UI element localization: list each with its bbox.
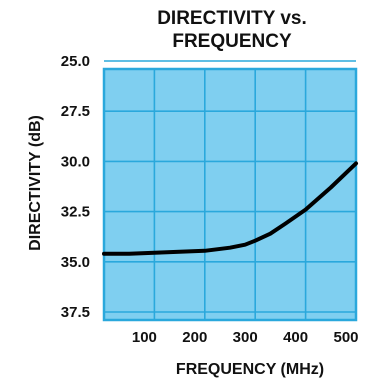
plot-frame [102, 67, 358, 322]
chart-title-line-1: DIRECTIVITY vs. [157, 8, 307, 29]
x-tick-label-1: 200 [182, 329, 207, 346]
y-tick-label-0: 25.0 [61, 53, 90, 70]
plot-area [102, 60, 358, 322]
x-tick-labels: 100 200 300 400 500 [132, 329, 359, 346]
x-tick-label-2: 300 [233, 329, 258, 346]
y-tick-label-3: 32.5 [61, 204, 90, 221]
directivity-series-line-0 [102, 161, 358, 256]
y-axis-label: DIRECTIVITY (dB) [27, 115, 44, 251]
x-tick-label-4: 500 [333, 329, 358, 346]
plot-background [104, 69, 356, 320]
chart-title-line-2: FREQUENCY [172, 31, 292, 52]
x-axis-label: FREQUENCY (MHz) [176, 361, 324, 378]
y-tick-label-2: 30.0 [61, 153, 90, 170]
y-tick-label-1: 27.5 [61, 103, 90, 120]
y-tick-labels: 25.0 27.5 30.0 32.5 35.0 37.5 [61, 53, 90, 321]
x-tick-label-3: 400 [283, 329, 308, 346]
x-tick-label-0: 100 [132, 329, 157, 346]
y-tick-label-5: 37.5 [61, 304, 90, 321]
y-tick-label-4: 35.0 [61, 254, 90, 271]
